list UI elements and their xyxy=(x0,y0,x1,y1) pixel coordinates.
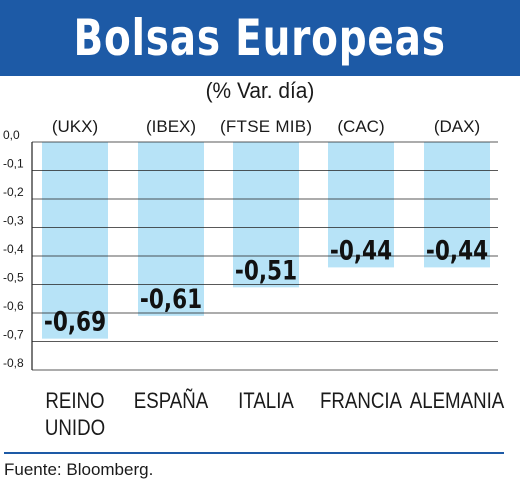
value-label: -0,69 xyxy=(44,305,106,337)
category-label: FRANCIA xyxy=(320,390,402,414)
index-label: (UKX) xyxy=(52,117,98,136)
bar-0 xyxy=(42,142,108,339)
y-tick-label: -0,3 xyxy=(3,214,24,228)
category-label: REINO xyxy=(45,390,104,414)
index-label: (CAC) xyxy=(337,117,384,136)
bar-3 xyxy=(328,142,394,268)
y-tick-label: -0,8 xyxy=(3,356,24,370)
index-label: (IBEX) xyxy=(146,117,196,136)
category-label: ALEMANIA xyxy=(410,390,505,414)
bar-2 xyxy=(233,142,299,288)
value-label: -0,44 xyxy=(426,234,488,266)
y-tick-label: -0,2 xyxy=(3,185,24,199)
y-tick-label: -0,5 xyxy=(3,271,24,285)
y-tick-label: 0,0 xyxy=(3,128,20,142)
bar-chart: 0,0 -0,1 -0,2 -0,3 -0,4 -0,5 -0,6 -0,7 -0,8 (UKX)… xyxy=(3,117,505,441)
category-label: UNIDO xyxy=(45,417,105,441)
title-bar: Bolsas Europeas xyxy=(0,0,520,76)
index-label: (FTSE MIB) xyxy=(220,117,312,136)
category-label: ESPAÑA xyxy=(134,388,209,414)
bar-4 xyxy=(424,142,490,268)
y-tick-label: -0,7 xyxy=(3,328,24,342)
category-label: ITALIA xyxy=(238,390,294,414)
chart-title: Bolsas Europeas xyxy=(73,9,447,67)
source-note: Fuente: Bloomberg. xyxy=(4,460,154,479)
y-tick-label: -0,4 xyxy=(3,242,24,256)
chart-subtitle: (% Var. día) xyxy=(205,78,315,103)
bar-1 xyxy=(138,142,204,316)
value-label: -0,51 xyxy=(235,254,297,286)
value-label: -0,61 xyxy=(140,282,202,314)
y-tick-label: -0,1 xyxy=(3,157,24,171)
y-tick-label: -0,6 xyxy=(3,299,24,313)
index-label: (DAX) xyxy=(434,117,480,136)
footer-rule xyxy=(4,452,504,454)
value-label: -0,44 xyxy=(330,234,392,266)
